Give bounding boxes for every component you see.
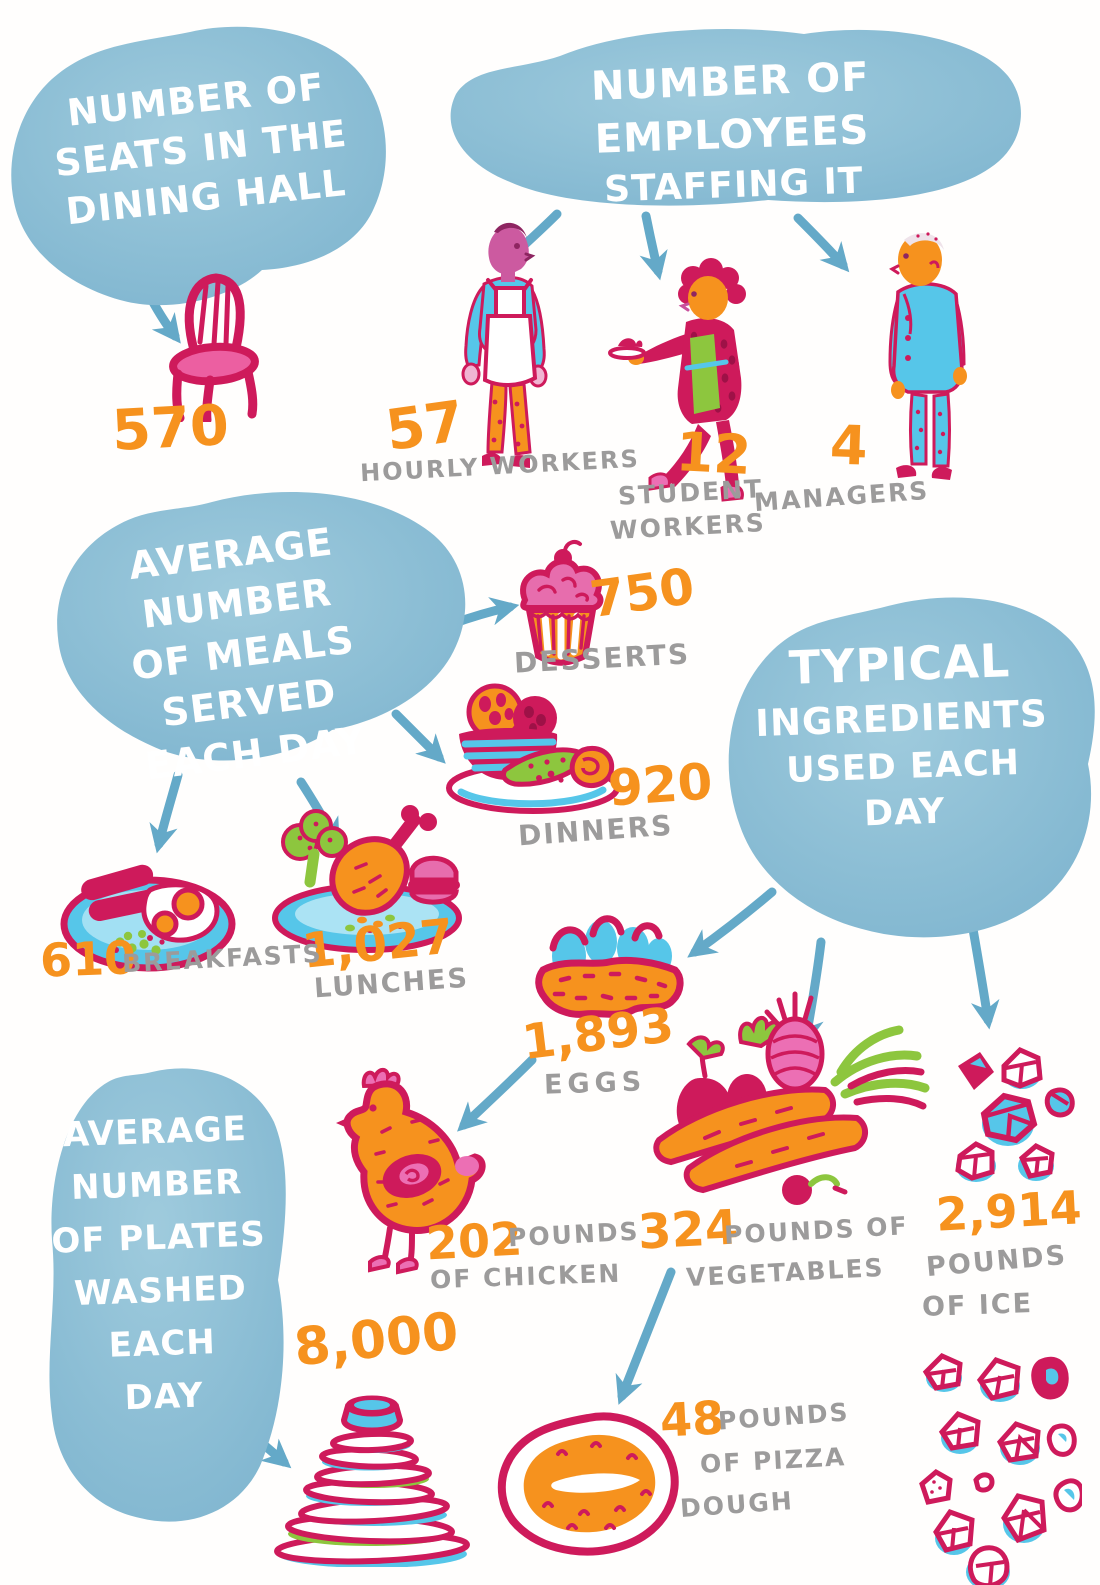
arrow-vegetables-pizza bbox=[615, 1267, 676, 1405]
seats-value: 570 bbox=[110, 392, 231, 465]
meals-title-blob bbox=[57, 492, 466, 761]
hourly-workers-value: 57 bbox=[381, 388, 469, 465]
employees-title-blob bbox=[450, 29, 1021, 206]
ice-label-line2: of Ice bbox=[921, 1288, 1034, 1323]
pizza-label-line1: Pounds bbox=[717, 1397, 851, 1436]
ingredients-title-blob bbox=[728, 597, 1095, 938]
plates-title-line: of Plates bbox=[50, 1214, 267, 1262]
pizza-label-line2: of Pizza bbox=[699, 1442, 847, 1479]
chicken-label-line1: Pounds bbox=[507, 1216, 641, 1253]
seats-title-blob bbox=[11, 26, 386, 306]
ice-label-line1: Pounds bbox=[924, 1239, 1069, 1284]
plates-title-line: Washed bbox=[73, 1268, 248, 1315]
plates-value: 8,000 bbox=[291, 1301, 462, 1379]
chicken-label-line2: of Chicken bbox=[429, 1258, 622, 1295]
ingredients-section-title: Typical Ingredients Used Each Day bbox=[739, 628, 1066, 841]
student-worker-figure bbox=[608, 258, 746, 502]
manager-figure bbox=[888, 232, 967, 480]
ice-cubes-scatter-icon bbox=[919, 1353, 1082, 1585]
meals-section-title: Average Number of Meals Served Each Day bbox=[52, 507, 434, 799]
dinners-value: 920 bbox=[606, 752, 715, 818]
breakfast-plate-icon bbox=[60, 864, 236, 972]
pizza-dough-icon bbox=[497, 1412, 679, 1556]
egg-basket-icon bbox=[535, 915, 684, 1018]
ice-cubes-icon bbox=[955, 1047, 1075, 1182]
plates-title-blob bbox=[49, 1068, 286, 1522]
ice-value: 2,914 bbox=[934, 1180, 1083, 1242]
arrow-employees-3 bbox=[793, 213, 850, 273]
plates-title-line: Average bbox=[62, 1108, 248, 1156]
cupcake-icon bbox=[520, 540, 604, 666]
plates-section-title: Average Number of Plates Washed Each Day bbox=[47, 1102, 273, 1427]
vegetables-icon bbox=[653, 991, 930, 1205]
vegetables-label-line2: Vegetables bbox=[685, 1252, 886, 1293]
plates-title-line: Each bbox=[108, 1322, 217, 1366]
plate-stack-icon bbox=[274, 1395, 470, 1567]
plates-title-line: Number bbox=[70, 1162, 243, 1209]
employees-title-line: Number of Employees bbox=[590, 54, 871, 163]
chair-icon bbox=[169, 273, 259, 422]
dinner-plate-icon bbox=[446, 683, 620, 814]
chicken-icon bbox=[336, 1067, 486, 1275]
student-workers-label-line2: Workers bbox=[609, 507, 767, 546]
pizza-label-line3: Dough bbox=[679, 1486, 795, 1523]
plates-title-line: Day bbox=[123, 1375, 205, 1419]
ingredients-title-line: Typical bbox=[788, 633, 1011, 695]
managers-value: 4 bbox=[828, 413, 869, 478]
employees-section-title: Number of Employees Staffing It bbox=[459, 47, 1004, 219]
eggs-label: Eggs bbox=[543, 1066, 647, 1101]
pizza-dough-value: 48 bbox=[658, 1390, 726, 1448]
